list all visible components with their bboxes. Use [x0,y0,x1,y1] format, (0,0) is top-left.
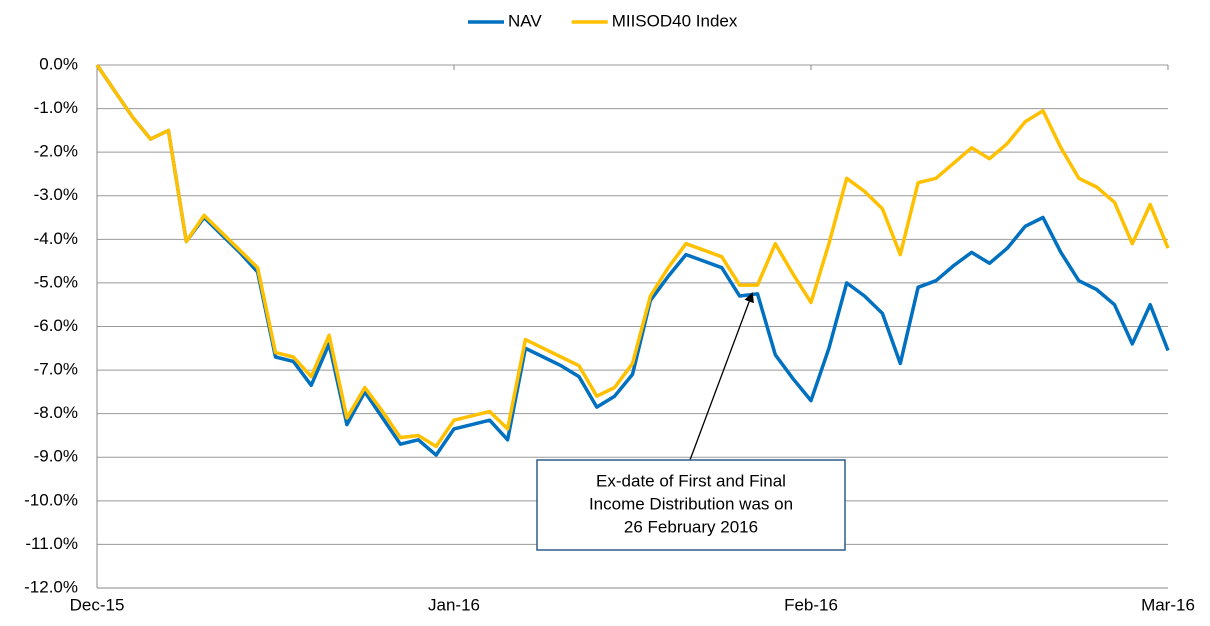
y-tick-label: -6.0% [34,316,78,335]
annotation-box [536,459,846,551]
y-tick-label: -3.0% [34,185,78,204]
y-tick-label: -4.0% [34,229,78,248]
annotation-text: Income Distribution was on [589,494,793,513]
lines [95,64,1170,457]
annotation-arrow [689,292,754,461]
y-tick-label: -1.0% [34,98,78,117]
x-tick-label: Dec-15 [70,595,125,614]
y-tick-label: -7.0% [34,360,78,379]
y-tick-label: -5.0% [34,272,78,291]
y-tick-label: -2.0% [34,142,78,161]
x-tick-label: Mar-16 [1141,595,1195,614]
y-tick-label: -10.0% [24,490,78,509]
y-tick-label: -12.0% [24,577,78,596]
y-tick-label: -9.0% [34,447,78,466]
y-tick-label: -11.0% [25,534,78,553]
legend-label: NAV [508,11,542,30]
x-tick-label: Jan-16 [428,595,480,614]
y-tick-label: 0.0% [39,54,78,73]
series-line [95,64,1170,449]
series-line [95,64,1170,457]
annotation-text: Ex-date of First and Final [596,471,786,490]
annotation-text: 26 February 2016 [624,517,758,536]
x-tick-label: Feb-16 [784,595,838,614]
y-tick-label: -8.0% [34,403,78,422]
legend-label: MIISOD40 Index [612,11,738,30]
